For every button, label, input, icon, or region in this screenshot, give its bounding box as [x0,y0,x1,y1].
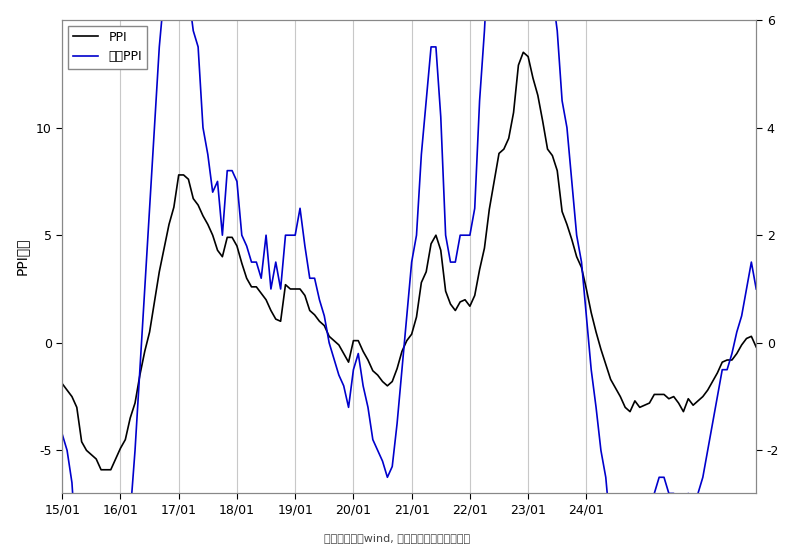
PPI [96,466,106,473]
PPI [751,344,761,351]
Text: （数据来源：wind, 陕国投固定收益事业部）: （数据来源：wind, 陕国投固定收益事业部） [324,533,470,543]
PPI [518,49,528,55]
PPI [276,318,285,325]
PPI [635,404,645,411]
PPI [625,408,634,415]
高频PPI [635,528,645,535]
高频PPI [751,286,761,293]
Line: 高频PPI: 高频PPI [62,0,756,554]
PPI [562,221,572,228]
Legend: PPI, 高频PPI: PPI, 高频PPI [68,26,147,69]
高频PPI [57,431,67,438]
高频PPI [562,124,572,131]
PPI [57,381,67,387]
PPI [164,221,174,228]
Line: PPI: PPI [62,52,756,470]
高频PPI [276,286,285,293]
Y-axis label: PPI同比: PPI同比 [15,238,29,275]
PPI [111,456,121,463]
